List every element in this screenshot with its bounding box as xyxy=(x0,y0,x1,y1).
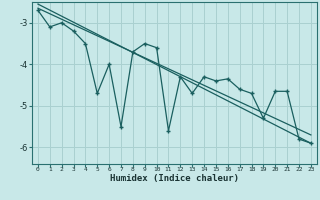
X-axis label: Humidex (Indice chaleur): Humidex (Indice chaleur) xyxy=(110,174,239,183)
